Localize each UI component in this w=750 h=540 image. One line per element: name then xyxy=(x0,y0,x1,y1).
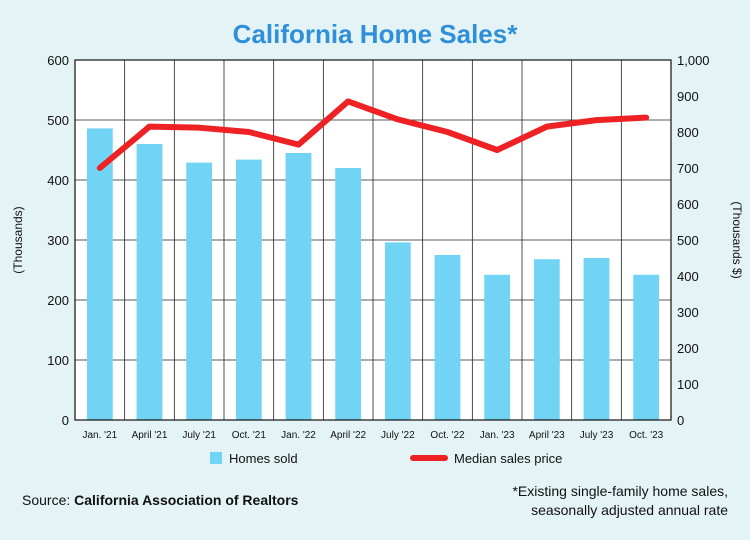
bar-homes-sold xyxy=(633,274,660,420)
right-tick-label: 400 xyxy=(677,269,699,284)
bar-homes-sold xyxy=(533,259,560,420)
bar-homes-sold xyxy=(335,168,362,420)
right-tick-label: 200 xyxy=(677,341,699,356)
footnote-line-1: *Existing single-family home sales, xyxy=(512,483,728,499)
left-tick-label: 400 xyxy=(47,173,69,188)
right-tick-label: 1,000 xyxy=(677,53,710,68)
x-tick-label: Oct. '21 xyxy=(232,430,267,441)
x-tick-label: July '23 xyxy=(580,430,614,441)
left-tick-label: 200 xyxy=(47,293,69,308)
bar-homes-sold xyxy=(235,159,262,420)
left-tick-label: 100 xyxy=(47,353,69,368)
legend-label-median-price: Median sales price xyxy=(454,451,562,466)
bar-homes-sold xyxy=(384,242,411,420)
right-tick-label: 0 xyxy=(677,413,684,428)
right-tick-label: 300 xyxy=(677,305,699,320)
x-tick-label: April '21 xyxy=(132,430,168,441)
left-axis-label: (Thousands) xyxy=(11,206,25,273)
plot-frame xyxy=(74,59,672,421)
right-tick-label: 700 xyxy=(677,161,699,176)
x-tick-label: Jan. '23 xyxy=(480,430,515,441)
x-tick-label: July '21 xyxy=(182,430,216,441)
x-tick-label: April '22 xyxy=(330,430,366,441)
bar-homes-sold xyxy=(136,144,163,420)
right-axis-ticks: 0 100 200 300 400 500 600 700 800 900 1,000 xyxy=(677,53,710,428)
source-org: California Association of Realtors xyxy=(74,492,299,508)
chart-title: California Home Sales* xyxy=(233,19,519,49)
legend-label-homes-sold: Homes sold xyxy=(229,451,298,466)
bar-series-homes-sold xyxy=(86,128,660,420)
x-axis-ticks: Jan. '21 April '21 July '21 Oct. '21 Jan. '2… xyxy=(82,430,663,441)
right-tick-label: 800 xyxy=(677,125,699,140)
gridlines xyxy=(75,60,671,420)
right-tick-label: 600 xyxy=(677,197,699,212)
source-note: Source: California Association of Realto… xyxy=(22,492,298,508)
x-tick-label: April '23 xyxy=(529,430,565,441)
right-tick-label: 500 xyxy=(677,233,699,248)
bar-homes-sold xyxy=(285,153,312,420)
bar-homes-sold xyxy=(434,255,461,420)
left-tick-label: 300 xyxy=(47,233,69,248)
x-tick-label: Jan. '21 xyxy=(82,430,117,441)
bar-homes-sold xyxy=(186,162,213,420)
footnote-line-2: seasonally adjusted annual rate xyxy=(531,502,728,518)
left-axis-ticks: 0 100 200 300 400 500 600 xyxy=(47,53,69,428)
left-tick-label: 500 xyxy=(47,113,69,128)
bar-homes-sold xyxy=(583,258,610,420)
right-axis-label: (Thousands $) xyxy=(730,201,744,278)
left-tick-label: 600 xyxy=(47,53,69,68)
x-tick-label: Oct. '23 xyxy=(629,430,664,441)
legend-swatch-homes-sold xyxy=(210,452,222,464)
bar-homes-sold xyxy=(86,128,113,420)
right-tick-label: 100 xyxy=(677,377,699,392)
x-tick-label: Oct. '22 xyxy=(430,430,465,441)
left-tick-label: 0 xyxy=(62,413,69,428)
source-prefix: Source: xyxy=(22,492,75,508)
right-tick-label: 900 xyxy=(677,89,699,104)
bar-homes-sold xyxy=(484,274,511,420)
x-tick-label: July '22 xyxy=(381,430,415,441)
line-series-median-price xyxy=(96,98,650,171)
footnote: *Existing single-family home sales, seas… xyxy=(512,482,728,520)
x-tick-label: Jan. '22 xyxy=(281,430,316,441)
